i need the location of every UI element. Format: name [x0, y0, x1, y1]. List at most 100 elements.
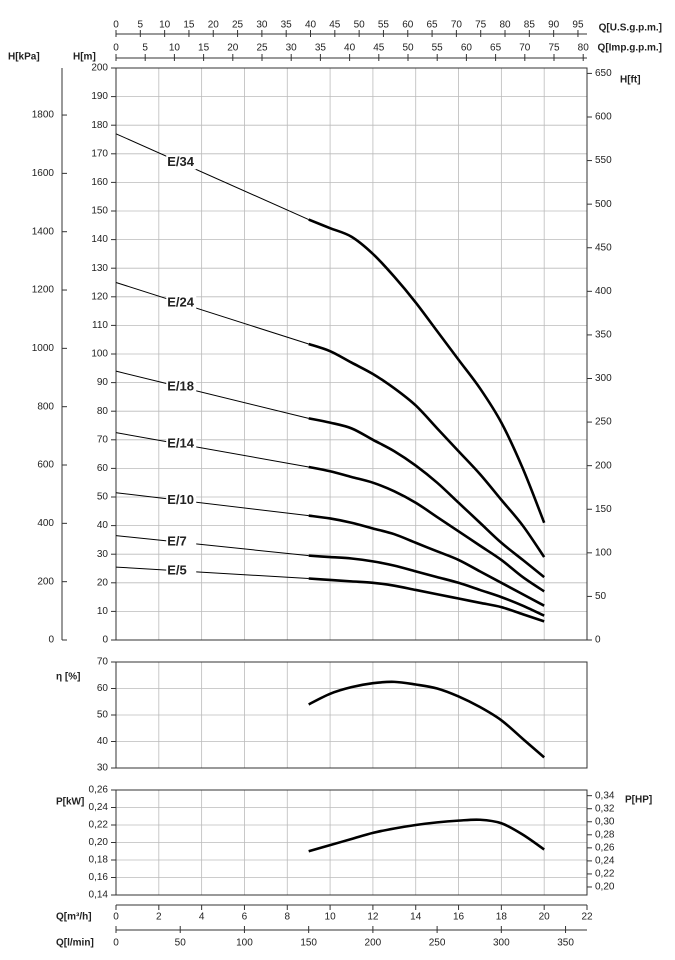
series-label: E/14 [167, 436, 195, 451]
label-bg [166, 295, 197, 310]
x2-axis-title: Q[U.S.g.p.m.] [599, 23, 662, 34]
y3-tick-label: 800 [37, 401, 54, 412]
x3-tick-label: 60 [461, 43, 473, 54]
label-bg [166, 563, 197, 578]
y-tick-label: 0,22 [89, 820, 109, 831]
y-tick-label: 20 [97, 577, 109, 588]
y2-tick-label: 0,24 [595, 856, 615, 867]
y2-axis-title: H[ft] [620, 75, 641, 86]
x3-tick-label: 75 [548, 43, 560, 54]
y-tick-label: 150 [91, 206, 108, 217]
y3-tick-label: 1800 [32, 110, 55, 121]
x2-tick-label: 80 [499, 20, 511, 31]
x2-tick-label: 55 [378, 20, 390, 31]
x3-tick-label: 25 [256, 43, 268, 54]
y2-tick-label: 450 [595, 242, 612, 253]
y-tick-label: 170 [91, 148, 108, 159]
x2-tick-label: 100 [236, 938, 253, 949]
y2-tick-label: 100 [595, 547, 612, 558]
x2-tick-label: 75 [475, 20, 487, 31]
y2-tick-label: 0,34 [595, 790, 615, 801]
pump-curve [308, 218, 546, 524]
pump-curve [308, 577, 545, 623]
y3-axis-title: H[kPa] [8, 52, 40, 63]
x2-tick-label: 90 [548, 20, 560, 31]
lmin-axis-title: Q[l/min] [56, 938, 94, 949]
curve-extension [115, 282, 309, 345]
y2-tick-label: 650 [595, 68, 612, 79]
x2-tick-label: 40 [305, 20, 317, 31]
x2-tick-label: 30 [256, 20, 268, 31]
x2-tick-label: 25 [232, 20, 244, 31]
x-tick-label: 18 [496, 912, 508, 923]
y-tick-label: 70 [97, 657, 109, 668]
y-tick-label: 30 [97, 763, 109, 774]
series-label: E/18 [167, 378, 194, 393]
y3-tick-label: 400 [37, 518, 54, 529]
y-tick-label: 120 [91, 291, 108, 302]
label-bg [166, 155, 197, 170]
y-tick-label: 30 [97, 549, 109, 560]
y-tick-label: 70 [97, 434, 109, 445]
x3-tick-label: 30 [286, 43, 298, 54]
series-label: E/5 [167, 562, 187, 577]
y-tick-label: 60 [97, 683, 109, 694]
y-tick-label: 40 [97, 736, 109, 747]
y2-tick-label: 0,32 [595, 803, 615, 814]
y-axis-title: H[m] [73, 52, 96, 63]
series-label: E/7 [167, 534, 187, 549]
x2-tick-label: 350 [557, 938, 574, 949]
series-label: E/34 [167, 154, 195, 169]
y2-tick-label: 0,26 [595, 842, 615, 853]
y2-tick-label: 0,22 [595, 869, 615, 880]
y-tick-label: 80 [97, 406, 109, 417]
y2-tick-label: 400 [595, 286, 612, 297]
y-tick-label: 0,26 [89, 785, 109, 796]
y3-tick-label: 0 [48, 635, 54, 646]
y-tick-label: 0,20 [89, 837, 109, 848]
x3-tick-label: 50 [402, 43, 414, 54]
x3-tick-label: 45 [373, 43, 385, 54]
y3-tick-label: 1600 [32, 168, 55, 179]
label-bg [166, 437, 197, 452]
x2-tick-label: 15 [183, 20, 195, 31]
x2-tick-label: 50 [354, 20, 366, 31]
y3-tick-label: 1200 [32, 285, 55, 296]
pump-curve [308, 465, 545, 593]
series-label: E/24 [167, 294, 195, 309]
x-tick-label: 6 [242, 912, 248, 923]
x3-tick-label: 80 [578, 43, 590, 54]
curve-extension [115, 566, 309, 580]
x3-tick-label: 0 [113, 43, 119, 54]
y-tick-label: 0,18 [89, 855, 109, 866]
x-tick-label: 10 [325, 912, 337, 923]
x2-tick-label: 70 [451, 20, 463, 31]
curve-extension [115, 432, 309, 468]
x2-tick-label: 60 [402, 20, 414, 31]
y3-tick-label: 600 [37, 460, 54, 471]
y-tick-label: 160 [91, 177, 108, 188]
x-tick-label: 14 [410, 912, 422, 923]
y-tick-label: 50 [97, 492, 109, 503]
x2-tick-label: 10 [159, 20, 171, 31]
x3-tick-label: 40 [344, 43, 356, 54]
y2-tick-label: 250 [595, 417, 612, 428]
x2-tick-label: 250 [429, 938, 446, 949]
pump-curve [308, 417, 545, 579]
y2-tick-label: 300 [595, 373, 612, 384]
x-tick-label: 16 [453, 912, 465, 923]
y-tick-label: 0,24 [89, 802, 109, 813]
y-tick-label: 40 [97, 520, 109, 531]
y2-tick-label: 200 [595, 460, 612, 471]
label-bg [166, 379, 197, 394]
curve-extension [115, 492, 309, 517]
y2-tick-label: 150 [595, 504, 612, 515]
x-tick-label: 8 [284, 912, 290, 923]
x2-tick-label: 65 [427, 20, 439, 31]
pump-curve [308, 554, 545, 617]
y-tick-label: 90 [97, 377, 109, 388]
y-tick-label: 100 [91, 349, 108, 360]
x3-tick-label: 35 [315, 43, 327, 54]
x2-tick-label: 150 [300, 938, 317, 949]
